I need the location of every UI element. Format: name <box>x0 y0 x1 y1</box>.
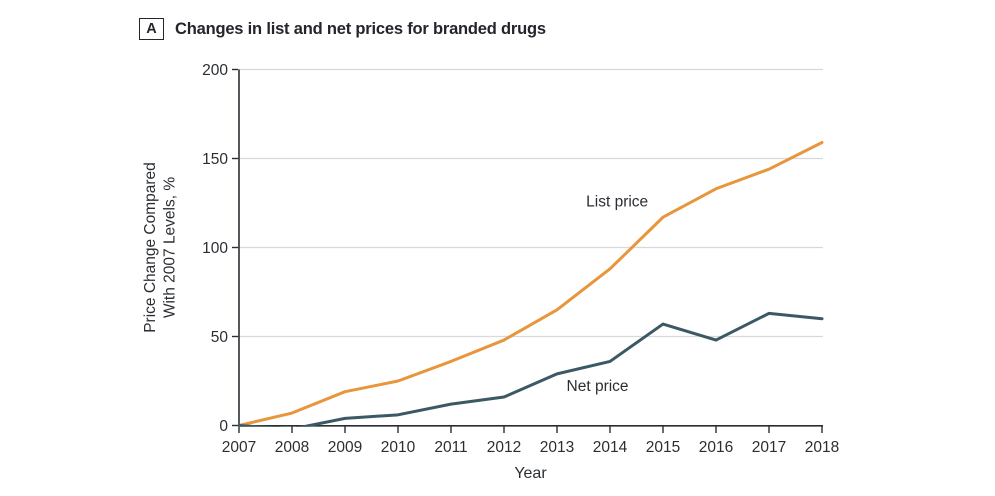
x-tick-label-2017: 2017 <box>752 439 786 456</box>
x-tick-label-2013: 2013 <box>540 439 574 456</box>
x-tick-label-2012: 2012 <box>487 439 521 456</box>
figure-title: Changes in list and net prices for brand… <box>175 19 546 38</box>
figure-header: A Changes in list and net prices for bra… <box>139 18 546 40</box>
y-tick-label-150: 150 <box>202 151 228 168</box>
x-axis-title: Year <box>514 465 547 482</box>
x-tick-label-2014: 2014 <box>593 439 628 456</box>
net-price-line <box>238 311 824 427</box>
y-tick-label-200: 200 <box>202 62 228 79</box>
y-axis-title-line-1: Price Change Compared <box>142 162 159 333</box>
y-tick-label-100: 100 <box>202 240 228 257</box>
y-tick-label-50: 50 <box>211 329 229 346</box>
y-tick-label-0: 0 <box>219 418 228 435</box>
x-tick-label-2008: 2008 <box>275 439 309 456</box>
list-price-line <box>238 140 824 427</box>
x-tick-label-2016: 2016 <box>699 439 733 456</box>
x-tick-label-2018: 2018 <box>805 439 839 456</box>
x-tick-label-2015: 2015 <box>646 439 680 456</box>
x-tick-label-2010: 2010 <box>381 439 416 456</box>
x-tick-label-2011: 2011 <box>434 439 467 456</box>
y-axis-title-line-2: With 2007 Levels, % <box>162 177 179 319</box>
list-price-label: List price <box>586 194 648 211</box>
x-tick-label-2007: 2007 <box>222 439 256 456</box>
net-price-label: Net price <box>567 378 629 395</box>
panel-letter-badge: A <box>139 18 164 40</box>
x-tick-label-2009: 2009 <box>328 439 362 456</box>
